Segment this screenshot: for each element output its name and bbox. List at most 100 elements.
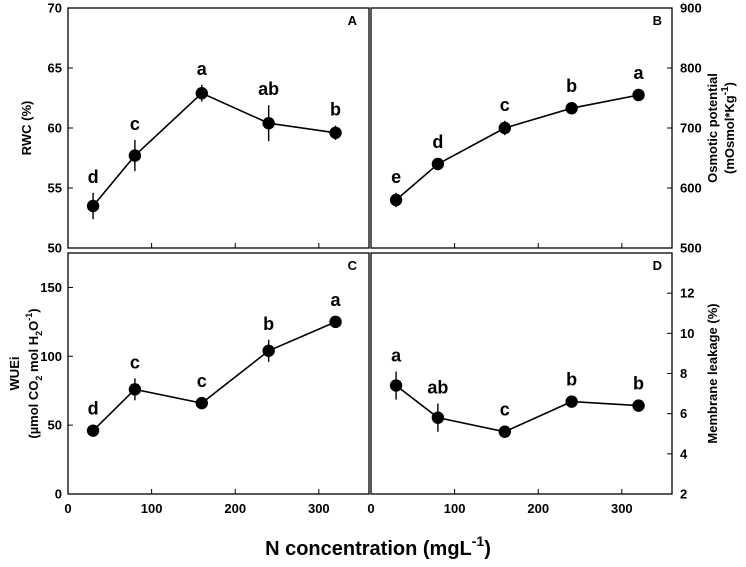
panel-d-xtick-label: 0 — [367, 501, 374, 516]
panel-c-ytick-label: 100 — [40, 349, 62, 364]
panel-a-ytick-label: 55 — [48, 181, 62, 196]
panel-b-sig-letter: b — [566, 76, 577, 96]
panel-d-ytick-label: 12 — [680, 286, 694, 301]
panel-c-xtick-label: 100 — [141, 501, 163, 516]
panel-b-data-point — [565, 102, 578, 115]
panel-d-ytick-label: 10 — [680, 326, 694, 341]
panel-d-xtick-label: 100 — [444, 501, 466, 516]
panel-a-ytick-label: 60 — [48, 121, 62, 136]
panel-c-data-point — [86, 424, 100, 437]
panel-d-data-point — [431, 411, 445, 424]
panel-c-ytick-label: 150 — [40, 280, 62, 295]
panel-a-sig-letter: ab — [258, 79, 279, 99]
panel-d-sig-letter: a — [391, 345, 402, 365]
x-axis-label: N concentration (mgL-1) — [265, 533, 491, 560]
panel-a-series-line — [92, 92, 336, 207]
panel-a-data-point — [262, 117, 275, 130]
units-part-4: O — [26, 321, 41, 331]
panel-c-sig-letter: d — [88, 399, 99, 419]
panel-c-xtick-label: 200 — [224, 501, 246, 516]
panel-d-ytick-label: 8 — [680, 366, 687, 381]
panel-b-sig-letter: d — [432, 132, 443, 152]
units-part-5: -1 — [24, 313, 34, 321]
panel-b-sig-letter: e — [391, 167, 401, 187]
panel-d-label: D — [653, 258, 662, 273]
units-part-1: 2 — [34, 376, 44, 381]
panel-a-sig-letter: a — [197, 59, 208, 79]
units-text: (mOsmol*Kg — [722, 95, 737, 174]
panel-c-sig-letter: b — [263, 314, 274, 334]
panel-d-frame — [370, 252, 673, 495]
panel-d-xtick-label: 300 — [611, 501, 633, 516]
panel-a-data-point — [329, 126, 342, 139]
panel-d-data-point — [498, 425, 511, 438]
panel-a-ylabel: RWC (%) — [19, 101, 34, 156]
panel-d: D 2 4 6 8 10 12 0 100 200 300 Membrane leakage (%) a… — [367, 252, 720, 516]
panel-d-xtick-label: 200 — [527, 501, 549, 516]
panel-a-data-point — [128, 149, 142, 162]
panel-c-data-point — [262, 344, 275, 357]
panel-c-sig-letter: a — [331, 290, 342, 310]
panel-a-sig-letter: b — [330, 100, 341, 120]
panel-c-xtick-label: 300 — [308, 501, 330, 516]
panel-b-data-point — [632, 88, 645, 102]
panel-b-sig-letter: c — [500, 95, 510, 115]
panel-d-ytick-label: 6 — [680, 406, 687, 421]
units-superscript: -1 — [720, 86, 731, 95]
panel-a-label: A — [348, 13, 358, 28]
panel-d-data-point — [389, 379, 403, 392]
units-part-3: 2 — [34, 331, 44, 336]
panel-a-data-point — [86, 199, 100, 213]
panel-c-data-point — [128, 383, 142, 396]
panel-b-frame — [370, 7, 673, 249]
panel-b-ylabel: Osmotic potential — [705, 73, 720, 183]
panel-b-ytick-label: 800 — [680, 61, 702, 76]
panel-a: A 50 55 60 65 70 RWC (%) d c a ab b — [19, 1, 370, 256]
panel-d-sig-letter: b — [566, 370, 577, 390]
panel-c-ytick-label: 50 — [48, 418, 62, 433]
panel-c-xtick-label: 0 — [64, 501, 71, 516]
x-axis-label-close: ) — [484, 538, 491, 560]
panel-b-data-point — [389, 193, 403, 207]
panel-c-series-line — [92, 321, 336, 432]
units-part-2: mol H — [26, 336, 41, 376]
panel-d-data-point — [632, 399, 645, 412]
panel-d-data-point — [565, 395, 578, 408]
panel-c-label: C — [348, 258, 358, 273]
panel-c-frame — [67, 252, 370, 495]
panel-d-ylabel: Membrane leakage (%) — [705, 303, 720, 443]
panel-c-ylabel-units: (µmol CO2 mol H2O-1) — [24, 308, 44, 438]
panel-a-frame — [67, 7, 370, 249]
panel-c-sig-letter: c — [197, 371, 207, 391]
panel-d-ytick-label: 4 — [680, 446, 688, 461]
panel-b-ytick-label: 700 — [680, 121, 702, 136]
panel-a-sig-letter: d — [88, 167, 99, 187]
panel-b-ytick-label: 900 — [680, 1, 702, 16]
panel-d-ytick-label: 2 — [680, 487, 687, 502]
panel-d-sig-letter: c — [500, 400, 510, 420]
panel-c-ylabel: WUEi — [7, 357, 22, 391]
panel-b-sig-letter: a — [634, 63, 645, 83]
panel-c-sig-letter: c — [130, 352, 140, 372]
panel-c-data-point — [195, 396, 208, 410]
panel-a-ytick-label: 65 — [48, 61, 62, 76]
panel-a-data-point — [195, 87, 208, 100]
panel-a-ytick-label: 50 — [48, 241, 62, 256]
units-part-6: ) — [26, 308, 41, 312]
panel-b-ylabel-units: (mOsmol*Kg-1) — [720, 82, 737, 174]
panel-b-data-point — [431, 157, 445, 171]
panel-a-ytick-label: 70 — [48, 1, 62, 16]
units-part-0: (µmol CO — [26, 381, 41, 439]
panel-b-ytick-label: 500 — [680, 241, 702, 256]
panel-b: B 500 600 700 800 900 Osmotic potential (mOsmol… — [370, 1, 737, 256]
panel-d-sig-letter: b — [633, 374, 644, 394]
panel-b-ytick-label: 600 — [680, 181, 702, 196]
panel-c-ytick-label: 0 — [55, 487, 62, 502]
panel-b-label: B — [653, 13, 662, 28]
panel-b-data-point — [498, 121, 511, 135]
x-axis-label-superscript: -1 — [472, 533, 485, 549]
panel-d-sig-letter: ab — [427, 378, 448, 398]
